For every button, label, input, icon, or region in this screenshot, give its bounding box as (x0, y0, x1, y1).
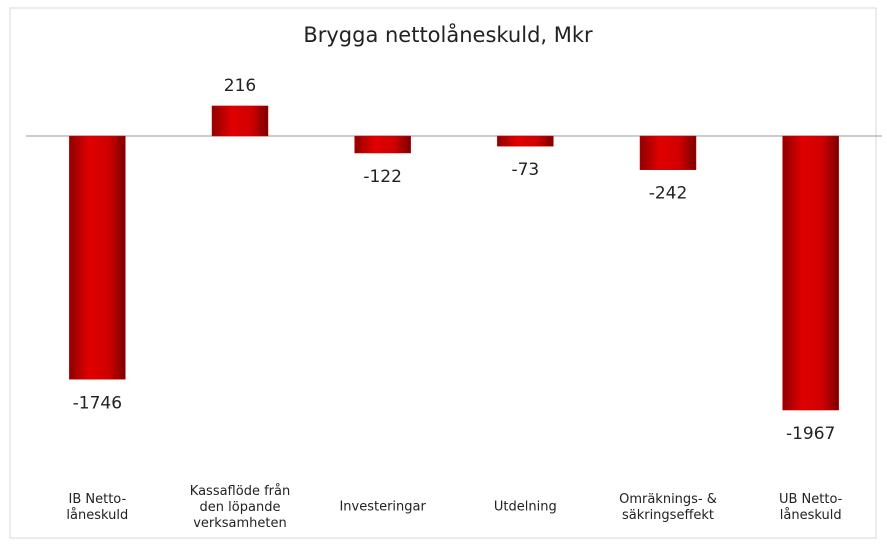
bar (211, 105, 269, 137)
bar (782, 135, 839, 411)
value-label: -1967 (786, 424, 835, 444)
value-label: -1746 (73, 393, 122, 413)
value-label: -122 (363, 167, 402, 187)
bar (69, 135, 126, 380)
bar (639, 135, 697, 170)
value-label: -242 (649, 184, 688, 204)
x-tick-label: Investeringar (339, 500, 426, 515)
chart-title: Brygga nettolåneskuld, Mkr (303, 22, 593, 47)
x-tick-label: Kassaflöde från den löpande verksamheten (190, 484, 290, 531)
x-tick-label: Utdelning (494, 500, 557, 515)
value-label: -73 (511, 160, 539, 180)
x-tick-label: UB Netto-låneskuld (779, 492, 843, 523)
value-label: 216 (224, 76, 256, 96)
bar (497, 135, 554, 147)
x-tick-label: Omräknings- & säkringseffekt (619, 492, 717, 523)
bar (354, 135, 411, 154)
x-tick-label: IB Netto-låneskuld (66, 492, 128, 523)
chart-frame (9, 7, 877, 539)
